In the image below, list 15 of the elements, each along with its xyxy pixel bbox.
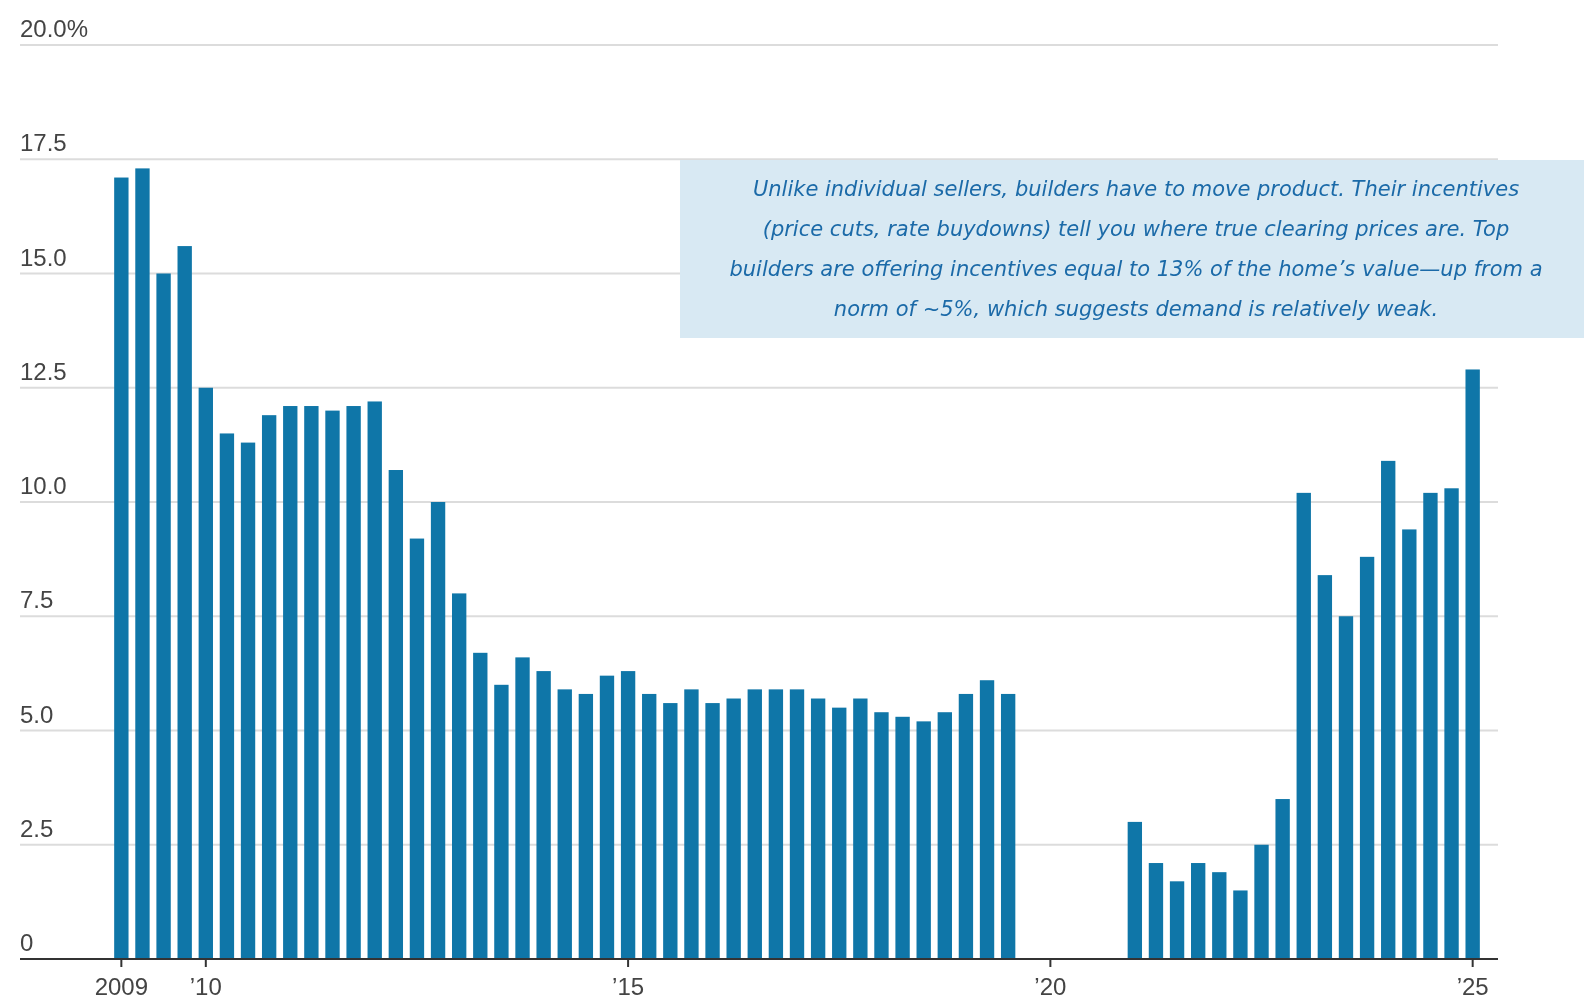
- x-tick-label: ’15: [612, 973, 645, 1000]
- y-tick-label: 7.5: [20, 586, 54, 614]
- y-tick-label: 0: [20, 929, 34, 956]
- x-tick-label: ’10: [189, 973, 222, 1000]
- annotation: Unlike individual sellers, builders have to move product. Their incentives (price cuts, rate buydowns) tell you where true clearing prices are. Top builders are offering incentives equal to 13% of the home’s value—up from a norm of ~5%, which suggests demand is relatively weak.: [729, 177, 1543, 321]
- y-tick-label: 12.5: [20, 357, 67, 385]
- y-tick-label: 15.0: [20, 243, 67, 271]
- y-tick-label: 17.5: [20, 129, 67, 157]
- y-tick-label: 20.0%: [20, 15, 89, 42]
- y-tick-label: 10.0: [20, 472, 67, 499]
- x-tick-label: ’20: [1034, 973, 1067, 1000]
- y-tick-label: 5.0: [20, 700, 54, 728]
- x-tick-label: 2009: [94, 973, 149, 1000]
- x-tick-label: ’25: [1456, 973, 1489, 1000]
- y-tick-label: 2.5: [20, 814, 54, 842]
